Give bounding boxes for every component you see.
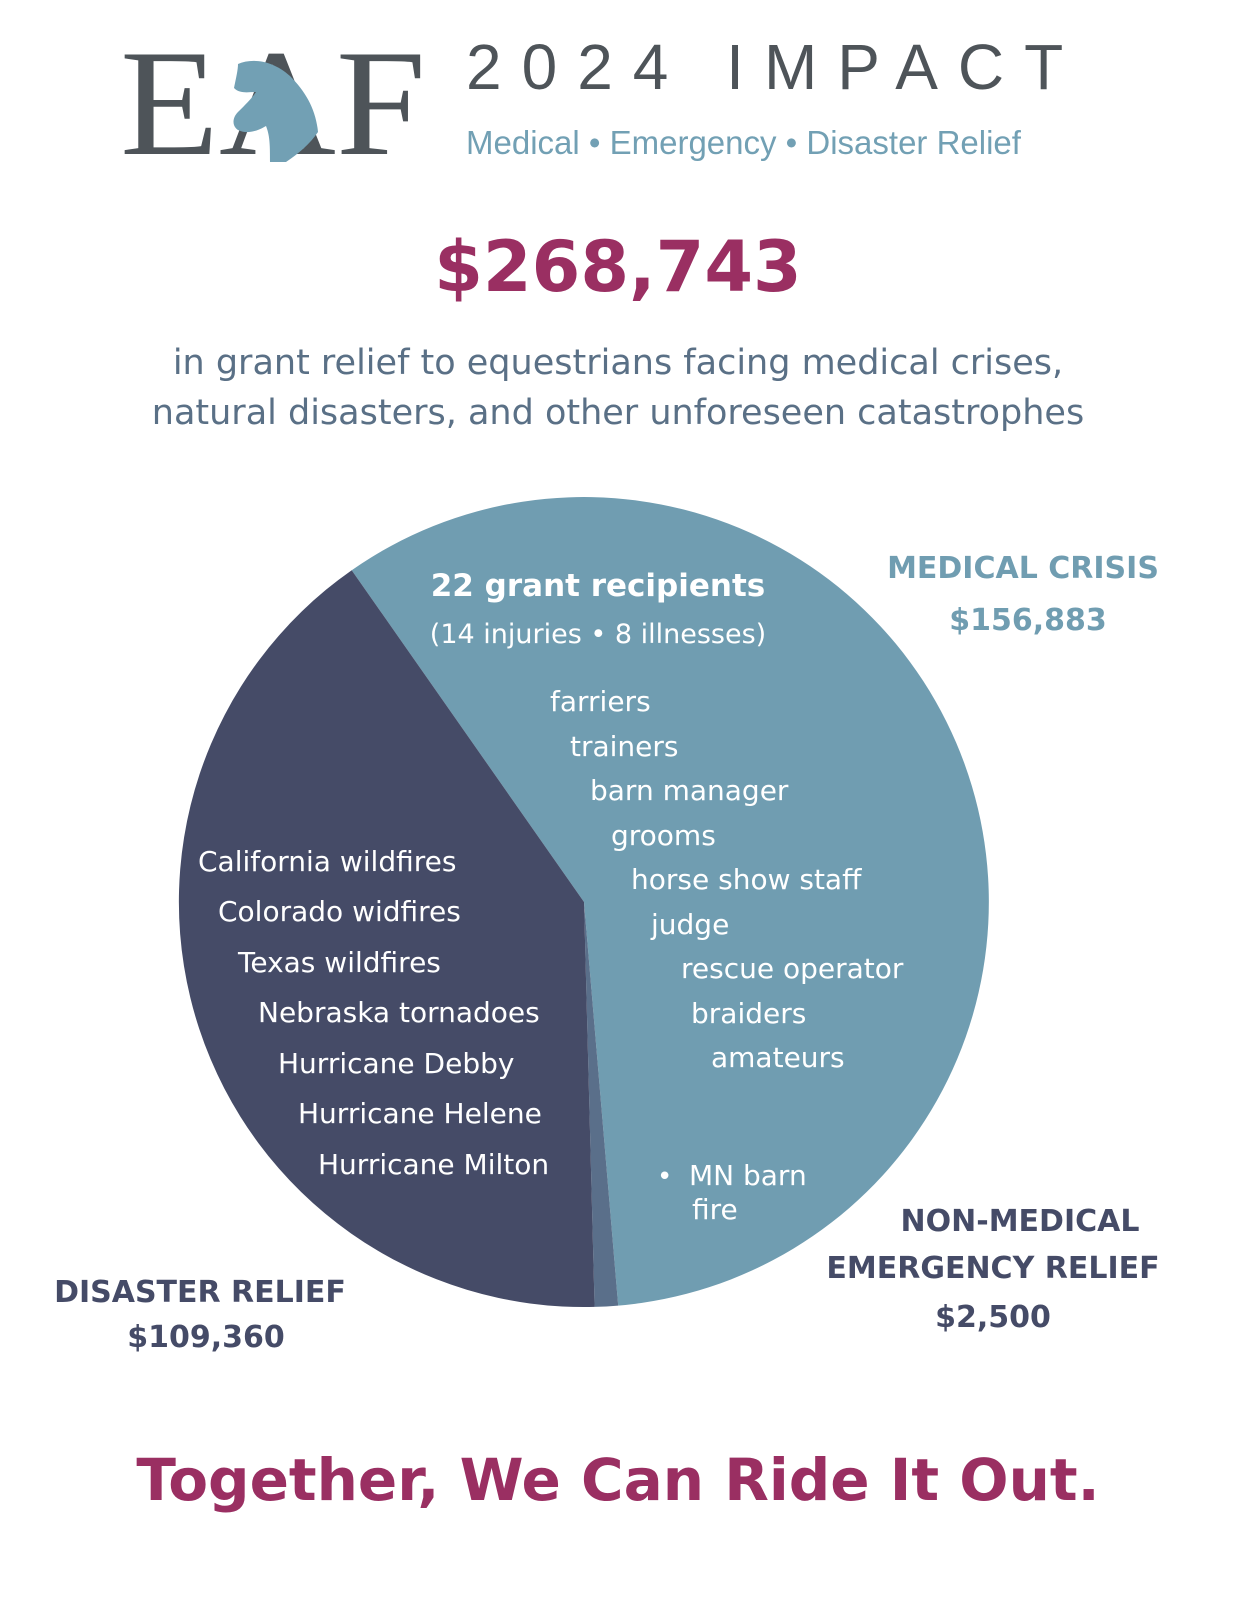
role-label: barn manager bbox=[590, 774, 789, 807]
disaster-relief-label: DISASTER RELIEF bbox=[54, 1275, 346, 1310]
role-label: horse show staff bbox=[631, 863, 862, 896]
closing-slogan: Together, We Can Ride It Out. bbox=[136, 1446, 1100, 1514]
non-medical-label-line-2: EMERGENCY RELIEF bbox=[826, 1251, 1159, 1286]
disaster-event: Hurricane Milton bbox=[318, 1148, 549, 1181]
disaster-event: Hurricane Helene bbox=[298, 1097, 542, 1130]
pie-slice-medical-crisis bbox=[351, 497, 989, 1306]
role-label: farriers bbox=[550, 685, 651, 718]
report-subtitle: Medical • Emergency • Disaster Relief bbox=[466, 124, 1021, 161]
non-medical-bullet: • bbox=[657, 1162, 672, 1192]
medical-heading: 22 grant recipients bbox=[431, 568, 766, 604]
role-label: trainers bbox=[570, 730, 679, 763]
disaster-event: Texas wildfires bbox=[237, 946, 441, 979]
horse-head-icon bbox=[233, 60, 318, 162]
tagline-line-2: natural disasters, and other unforeseen … bbox=[151, 393, 1085, 433]
non-medical-label-line-1: NON-MEDICAL bbox=[901, 1204, 1140, 1239]
medical-subheading: (14 injuries • 8 illnesses) bbox=[430, 619, 766, 650]
total-amount: $268,743 bbox=[434, 226, 802, 308]
report-title: 2024 IMPACT bbox=[466, 31, 1084, 103]
disaster-event: Hurricane Debby bbox=[278, 1047, 514, 1080]
medical-crisis-value: $156,883 bbox=[949, 603, 1107, 638]
medical-crisis-label: MEDICAL CRISIS bbox=[887, 551, 1159, 586]
disaster-event: Colorado widfires bbox=[218, 895, 461, 928]
role-label: grooms bbox=[611, 819, 716, 852]
disaster-relief-value: $109,360 bbox=[127, 1320, 285, 1355]
role-label: rescue operator bbox=[681, 952, 904, 985]
disaster-event: California wildfires bbox=[198, 845, 456, 878]
pie-slice-disaster-relief bbox=[178, 570, 595, 1308]
role-label: amateurs bbox=[711, 1041, 845, 1074]
pie-slice-non-medical-emergency bbox=[584, 902, 619, 1307]
non-medical-detail: MN barn bbox=[689, 1159, 807, 1192]
disaster-event: Nebraska tornadoes bbox=[258, 996, 540, 1029]
tagline-line-1: in grant relief to equestrians facing me… bbox=[172, 343, 1064, 383]
non-medical-value: $2,500 bbox=[935, 1300, 1051, 1335]
eaf-logo: EAF bbox=[120, 36, 426, 162]
non-medical-detail: fire bbox=[692, 1193, 738, 1226]
role-label: braiders bbox=[691, 997, 806, 1030]
role-label: judge bbox=[650, 908, 729, 941]
tagline: in grant relief to equestrians facing me… bbox=[0, 338, 1236, 438]
